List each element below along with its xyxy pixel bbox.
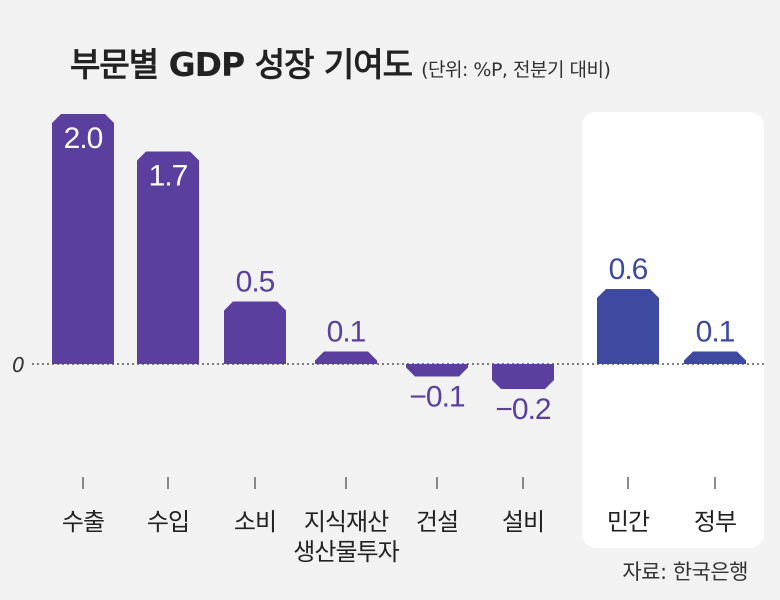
bars — [52, 114, 746, 389]
bar — [492, 364, 554, 389]
value-label: 1.7 — [149, 160, 188, 193]
category-label: 지식재산 — [304, 508, 389, 536]
zero-tick-label: 0 — [12, 353, 25, 377]
bar — [315, 351, 377, 364]
bar — [684, 351, 746, 364]
category-label: 수출 — [62, 508, 104, 536]
bar — [137, 151, 199, 364]
value-label: 0.1 — [696, 316, 735, 349]
source-note: 자료: 한국은행 — [622, 560, 748, 584]
value-label: 0.6 — [609, 253, 648, 286]
x-ticks — [82, 477, 716, 489]
bar — [406, 364, 468, 377]
bar — [224, 301, 286, 364]
value-label: 2.0 — [64, 122, 103, 155]
highlight-panel — [582, 112, 764, 548]
category-label: 정부 — [694, 508, 736, 536]
category-label: 건설 — [416, 508, 458, 536]
value-labels: 2.0 1.7 0.5 0.1 −0.1 −0.2 0.6 0.1 — [64, 122, 736, 426]
value-label: −0.2 — [495, 393, 551, 426]
chart-title: 부문별 GDP 성장 기여도 — [70, 45, 413, 84]
value-label: 0.5 — [236, 266, 275, 299]
category-label: 민간 — [607, 508, 650, 536]
bar — [52, 114, 114, 364]
category-label: 설비 — [502, 508, 544, 536]
category-label: 소비 — [234, 508, 276, 536]
chart-subtitle: (단위: %P, 전분기 대비) — [421, 59, 611, 81]
value-label: −0.1 — [409, 381, 465, 414]
category-label: 생산물투자 — [293, 538, 399, 566]
bar — [597, 289, 659, 364]
chart-title-block: 부문별 GDP 성장 기여도 (단위: %P, 전분기 대비) — [70, 38, 611, 86]
value-label: 0.1 — [327, 316, 366, 349]
category-label: 수입 — [147, 508, 189, 536]
